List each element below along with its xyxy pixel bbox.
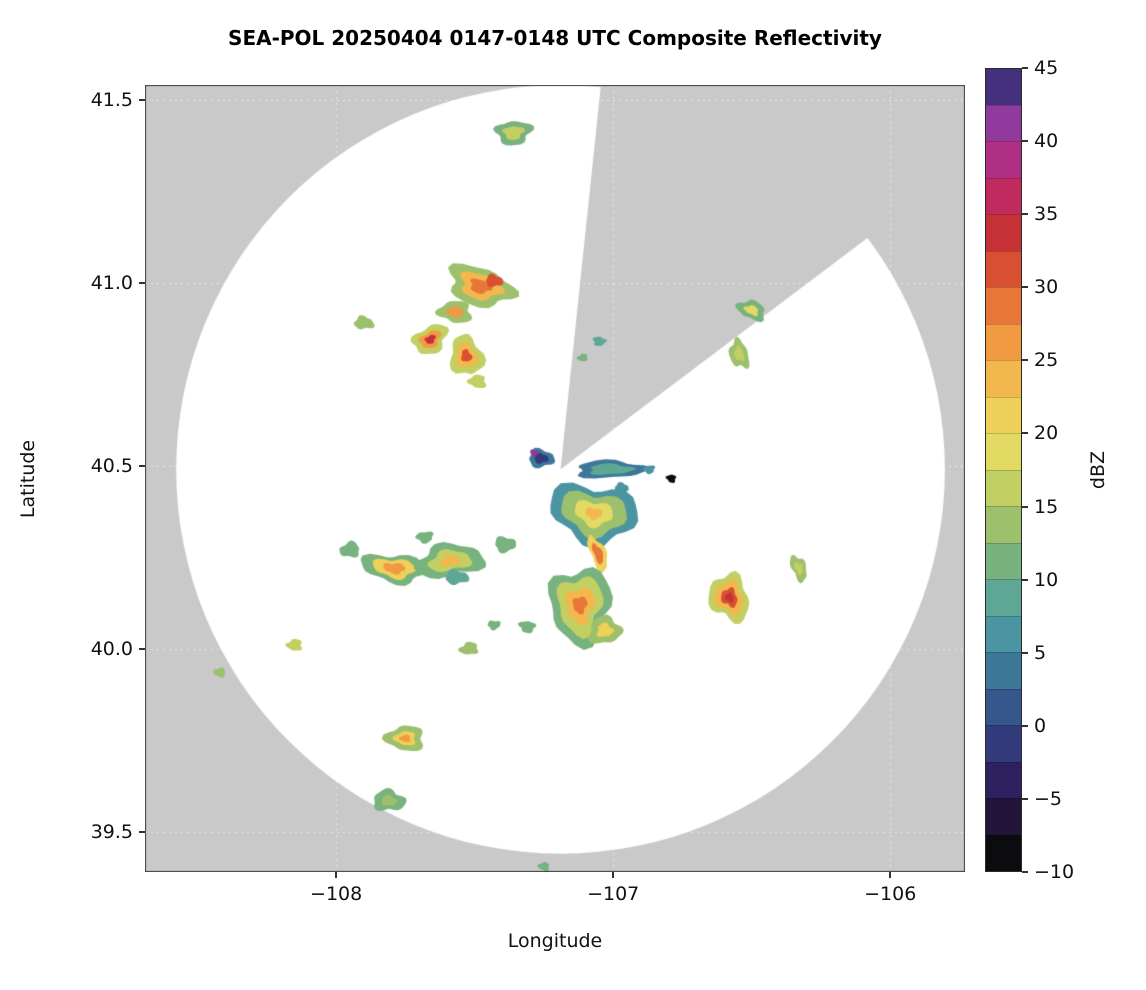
y-tick-label: 40.0	[90, 637, 133, 660]
x-tick-label: −108	[310, 883, 363, 905]
x-tick-mark	[612, 872, 615, 878]
colorbar-band	[986, 396, 1021, 433]
y-tick-mark	[139, 98, 145, 101]
colorbar-band	[986, 798, 1021, 835]
chart-title: SEA-POL 20250404 0147-0148 UTC Composite…	[228, 26, 882, 50]
y-tick-mark	[139, 281, 145, 284]
y-tick-mark	[139, 647, 145, 650]
colorbar-tick-label: 25	[1034, 349, 1059, 372]
colorbar-tick-mark	[1022, 724, 1028, 727]
colorbar-tick-label: 45	[1034, 57, 1059, 79]
colorbar-tick-mark	[1022, 432, 1028, 435]
colorbar-band	[986, 141, 1021, 178]
colorbar-band	[986, 579, 1021, 616]
colorbar-band	[986, 688, 1021, 725]
y-axis-label: Latitude	[17, 439, 39, 519]
x-tick-mark	[889, 872, 892, 878]
x-axis-label: Longitude	[507, 930, 603, 952]
colorbar-tick-label: 0	[1034, 714, 1047, 737]
colorbar-tick-mark	[1022, 286, 1028, 289]
colorbar-tick-label: 20	[1034, 422, 1059, 445]
colorbar-tick-mark	[1022, 871, 1028, 873]
colorbar-band	[986, 542, 1021, 579]
colorbar-tick-mark	[1022, 578, 1028, 581]
colorbar-band	[986, 177, 1021, 214]
colorbar-tick-label: 30	[1034, 276, 1059, 299]
colorbar-band	[986, 834, 1021, 871]
y-tick-label: 41.0	[90, 271, 133, 294]
colorbar-band	[986, 652, 1021, 689]
x-tick-mark	[335, 872, 338, 878]
colorbar-tick-label: −5	[1034, 787, 1063, 810]
colorbar-tick-label: 5	[1034, 641, 1047, 664]
colorbar-band	[986, 214, 1021, 251]
y-tick-mark	[139, 830, 145, 833]
x-tick-label: −107	[587, 883, 640, 905]
y-tick-label: 40.5	[90, 454, 133, 477]
x-tick-label: −106	[864, 883, 917, 905]
colorbar-band	[986, 615, 1021, 652]
colorbar-tick-label: 10	[1034, 568, 1059, 591]
colorbar-band	[986, 761, 1021, 798]
colorbar	[985, 68, 1022, 872]
colorbar-tick-label: 15	[1034, 495, 1059, 518]
y-tick-mark	[139, 464, 145, 467]
colorbar-band	[986, 250, 1021, 287]
colorbar-tick-mark	[1022, 359, 1028, 362]
colorbar-tick-label: 35	[1034, 203, 1059, 226]
colorbar-tick-mark	[1022, 213, 1028, 216]
colorbar-tick-label: −10	[1034, 861, 1075, 883]
colorbar-tick-mark	[1022, 140, 1028, 143]
colorbar-band	[986, 287, 1021, 324]
colorbar-tick-mark	[1022, 67, 1028, 69]
colorbar-label: dBZ	[1087, 450, 1109, 490]
colorbar-band	[986, 506, 1021, 543]
colorbar-band	[986, 725, 1021, 762]
colorbar-tick-mark	[1022, 797, 1028, 800]
y-tick-label: 39.5	[90, 820, 133, 843]
radar-map-canvas	[145, 85, 965, 872]
colorbar-band	[986, 360, 1021, 397]
colorbar-band	[986, 104, 1021, 141]
colorbar-tick-mark	[1022, 651, 1028, 654]
y-tick-label: 41.5	[90, 88, 133, 111]
colorbar-band	[986, 69, 1021, 105]
colorbar-tick-mark	[1022, 505, 1028, 508]
colorbar-band	[986, 323, 1021, 360]
colorbar-tick-label: 40	[1034, 130, 1059, 153]
colorbar-band	[986, 469, 1021, 506]
colorbar-band	[986, 433, 1021, 470]
